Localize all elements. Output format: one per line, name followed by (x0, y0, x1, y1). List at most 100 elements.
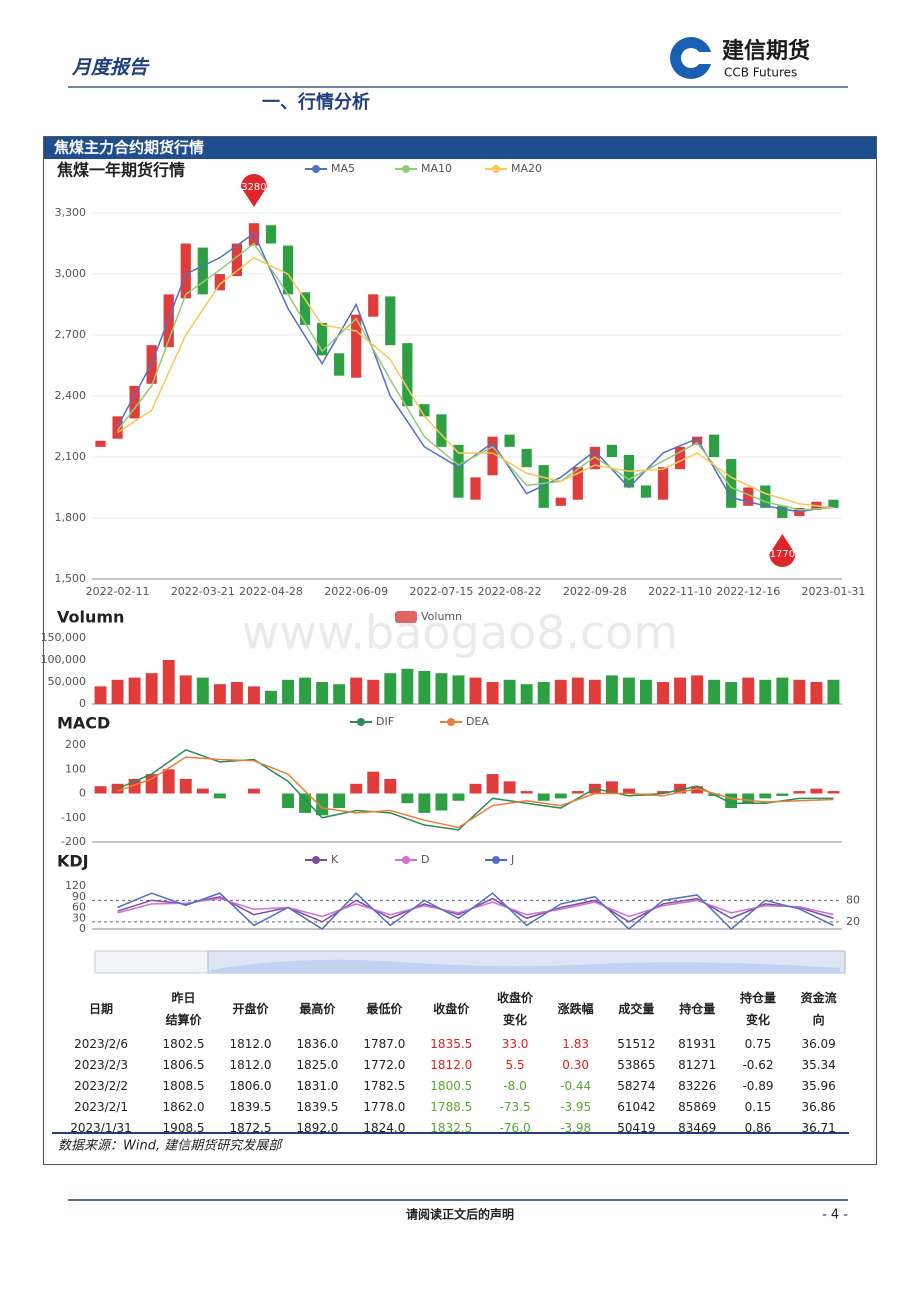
candle (572, 467, 583, 500)
y-tick-label: -200 (61, 835, 86, 848)
table-cell: 83469 (678, 1120, 717, 1135)
y-tick-label: 1,800 (55, 511, 87, 524)
candle (180, 243, 191, 299)
macd-bar (384, 778, 397, 794)
table-cell: 2023/2/1 (74, 1099, 128, 1114)
macd-bar (776, 793, 789, 796)
report-label: 月度报告 (71, 57, 150, 79)
column-header: 资金流 向 (800, 991, 837, 1027)
volume-bar (725, 682, 738, 704)
x-tick-label: 2022-11-10 (648, 585, 712, 598)
volume-bar (605, 675, 618, 704)
legend-swatch (402, 856, 410, 864)
volume-bar (537, 682, 550, 704)
marker-label: 1770 (770, 549, 795, 560)
table-cell: 1778.0 (363, 1099, 406, 1114)
candle (385, 296, 396, 346)
candle (95, 440, 106, 447)
x-tick-label: 2022-06-09 (324, 585, 388, 598)
y-tick-label: 0 (79, 922, 86, 935)
volume-bar (418, 671, 431, 704)
legend-label: MA10 (421, 162, 452, 175)
table-cell: -3.98 (560, 1120, 592, 1135)
y-tick-label: 0 (79, 787, 86, 800)
y-tick-label: 100,000 (41, 653, 87, 666)
macd-bar (537, 793, 550, 801)
volume-bar (162, 660, 175, 704)
table-cell: 1812.0 (229, 1057, 272, 1072)
macd-bar (691, 786, 704, 794)
table-cell: 1787.0 (363, 1036, 406, 1051)
y-tick-label: 120 (65, 879, 86, 892)
y-tick-label: 150,000 (41, 631, 87, 644)
brand: 建信期货 (722, 38, 810, 64)
marker-pin (240, 174, 267, 207)
candle (657, 467, 669, 500)
table-cell: 1806.5 (162, 1057, 205, 1072)
candle (453, 444, 464, 498)
table-cell: 36.86 (801, 1099, 836, 1114)
candle (317, 322, 328, 356)
volume-bar (691, 675, 704, 704)
table-cell: 1835.5 (430, 1036, 473, 1051)
volume-bar (571, 677, 584, 704)
ref-label: 80 (846, 893, 860, 906)
candle (436, 414, 447, 447)
column-header: 涨跌幅 (557, 1002, 594, 1016)
macd-bar (486, 774, 499, 794)
source: 数据来源：Wind, 建信期货研究发展部 (58, 1138, 283, 1154)
macd-bar (452, 793, 465, 801)
legend-label: DEA (466, 715, 489, 728)
legend-swatch (395, 611, 417, 623)
candle (743, 487, 754, 506)
column-header: 最低价 (366, 1002, 403, 1016)
column-header: 成交量 (618, 1002, 655, 1016)
volume-bar (503, 679, 516, 704)
macd-bar (725, 793, 738, 809)
volume-bar (486, 682, 499, 704)
macd-bar (333, 793, 346, 809)
table-row: 2023/2/2 1808.5 1806.0 1831.0 1782.5 1800.5 -8… (52, 1075, 849, 1096)
page-number: - 4 - (822, 1208, 848, 1223)
macd-bar (827, 791, 840, 794)
legend-label: MA5 (331, 162, 355, 175)
table-cell: 0.30 (562, 1057, 590, 1072)
candle (504, 434, 515, 447)
volume-bar (145, 673, 158, 704)
macd-bar (503, 781, 516, 794)
legend-swatch (312, 856, 320, 864)
candle (777, 505, 788, 519)
volume-bar (810, 682, 823, 704)
volume-bar (776, 677, 789, 704)
macd-bar (213, 793, 226, 799)
column-header: 日期 (89, 1002, 114, 1016)
candle (368, 294, 379, 317)
table-cell: 1839.5 (229, 1099, 272, 1114)
table-cell: 0.15 (744, 1099, 772, 1114)
volume-bar (282, 679, 294, 704)
volume-bar (384, 673, 397, 704)
y-tick-label: 2,700 (55, 328, 87, 341)
table-cell: 1831.0 (296, 1078, 339, 1093)
macd-bar (299, 793, 312, 813)
volume-bar (657, 682, 669, 704)
candle (419, 404, 430, 417)
table-cell: 50419 (617, 1120, 656, 1135)
x-tick-label: 2022-09-28 (563, 585, 627, 598)
y-tick-label: 30 (72, 911, 86, 924)
volume-bar (469, 677, 482, 704)
volume-bar (111, 679, 124, 704)
legend-swatch (312, 165, 320, 173)
y-tick-label: 90 (72, 890, 86, 903)
table-cell: 83226 (678, 1078, 717, 1093)
macd-bar (742, 793, 755, 804)
table-cell: 1832.5 (430, 1120, 473, 1135)
x-tick-label: 2022-03-21 (171, 585, 235, 598)
macd-bar (554, 793, 567, 799)
candle (538, 465, 549, 508)
table-cell: 1772.0 (363, 1057, 406, 1072)
table-cell: 1802.5 (162, 1036, 205, 1051)
series-line (117, 892, 834, 931)
table-cell: 1800.5 (430, 1078, 473, 1093)
